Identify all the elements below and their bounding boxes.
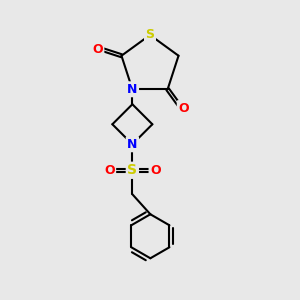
Text: O: O bbox=[104, 164, 115, 177]
Text: S: S bbox=[146, 28, 154, 41]
Text: O: O bbox=[150, 164, 161, 177]
Text: O: O bbox=[178, 102, 189, 115]
Text: N: N bbox=[127, 138, 138, 151]
Text: N: N bbox=[127, 83, 138, 96]
Text: O: O bbox=[92, 44, 103, 56]
Text: S: S bbox=[128, 163, 137, 177]
